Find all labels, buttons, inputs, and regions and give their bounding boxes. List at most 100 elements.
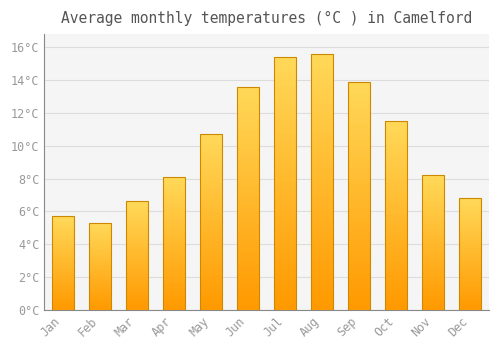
Bar [311,259,334,261]
Bar [274,90,296,92]
Bar [126,286,148,287]
Bar [460,236,481,237]
Bar [126,298,148,299]
Bar [126,299,148,300]
Bar [126,303,148,304]
Bar [163,199,185,201]
Bar [385,217,407,219]
Bar [311,87,334,90]
Bar [348,269,370,271]
Bar [163,222,185,223]
Bar [385,229,407,231]
Bar [200,203,222,204]
Bar [163,228,185,229]
Bar [460,202,481,203]
Bar [311,133,334,136]
Bar [460,216,481,217]
Bar [422,241,444,243]
Bar [200,299,222,301]
Bar [126,203,148,204]
Bar [348,130,370,132]
Bar [348,144,370,146]
Bar [89,227,111,228]
Bar [126,290,148,291]
Bar [422,199,444,201]
Bar [274,148,296,150]
Bar [89,281,111,282]
Bar [89,223,111,310]
Bar [311,97,334,100]
Bar [385,161,407,163]
Bar [385,183,407,185]
Bar [422,179,444,181]
Bar [237,308,260,310]
Bar [126,237,148,238]
Bar [348,187,370,189]
Bar [274,196,296,198]
Bar [348,273,370,275]
Bar [422,261,444,262]
Bar [237,212,260,214]
Bar [274,234,296,237]
Bar [200,264,222,266]
Bar [460,205,481,206]
Bar [163,185,185,186]
Bar [237,196,260,198]
Bar [200,238,222,239]
Bar [89,251,111,252]
Bar [126,206,148,207]
Bar [237,254,260,256]
Bar [52,253,74,254]
Bar [348,191,370,194]
Bar [274,100,296,103]
Bar [348,251,370,253]
Bar [422,296,444,297]
Bar [422,218,444,220]
Bar [237,230,260,232]
Bar [52,243,74,244]
Bar [200,306,222,308]
Bar [52,257,74,258]
Bar [460,240,481,242]
Bar [237,296,260,299]
Bar [126,258,148,259]
Bar [200,271,222,273]
Bar [422,294,444,295]
Bar [385,214,407,216]
Bar [200,229,222,231]
Bar [348,200,370,203]
Bar [422,185,444,186]
Bar [274,191,296,194]
Bar [460,231,481,232]
Bar [89,288,111,289]
Bar [274,161,296,163]
Bar [237,169,260,171]
Bar [89,243,111,244]
Bar [348,266,370,269]
Bar [126,231,148,232]
Bar [460,244,481,245]
Bar [237,89,260,91]
Bar [311,228,334,230]
Bar [89,271,111,272]
Bar [348,109,370,111]
Bar [422,228,444,229]
Bar [348,203,370,205]
Bar [311,179,334,182]
Bar [311,161,334,164]
Bar [274,128,296,131]
Bar [200,197,222,199]
Bar [237,189,260,191]
Bar [52,265,74,266]
Bar [200,273,222,275]
Bar [89,244,111,245]
Bar [460,279,481,280]
Bar [348,262,370,264]
Bar [200,250,222,252]
Bar [52,295,74,296]
Bar [126,202,148,310]
Bar [348,218,370,221]
Bar [126,240,148,241]
Bar [89,240,111,241]
Bar [126,256,148,257]
